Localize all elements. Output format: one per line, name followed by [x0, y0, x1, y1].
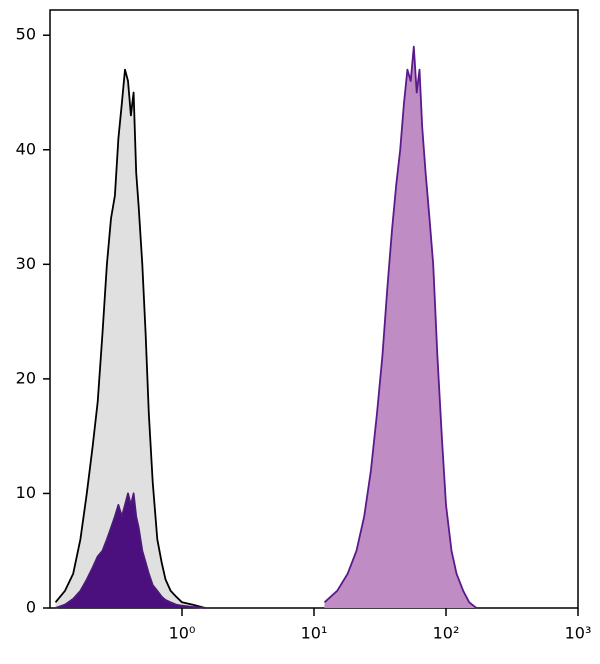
y-tick-label: 30	[16, 254, 36, 273]
x-tick-label: 10²	[433, 624, 460, 643]
y-tick-label: 20	[16, 368, 36, 387]
series-layer	[54, 45, 477, 609]
y-tick-label: 0	[26, 598, 36, 617]
area-fill	[55, 69, 206, 609]
y-tick-label: 40	[16, 139, 36, 158]
area-line	[55, 492, 206, 609]
y-tick-label: 50	[16, 25, 36, 44]
area-line	[54, 68, 206, 609]
area-line	[323, 45, 477, 609]
x-tick-label: 10¹	[301, 624, 328, 643]
y-tick-label: 10	[16, 483, 36, 502]
x-tick-label: 10⁰	[169, 624, 196, 643]
area-fill	[324, 46, 477, 608]
x-tick-label: 10³	[565, 624, 592, 643]
area-fill	[55, 493, 206, 608]
